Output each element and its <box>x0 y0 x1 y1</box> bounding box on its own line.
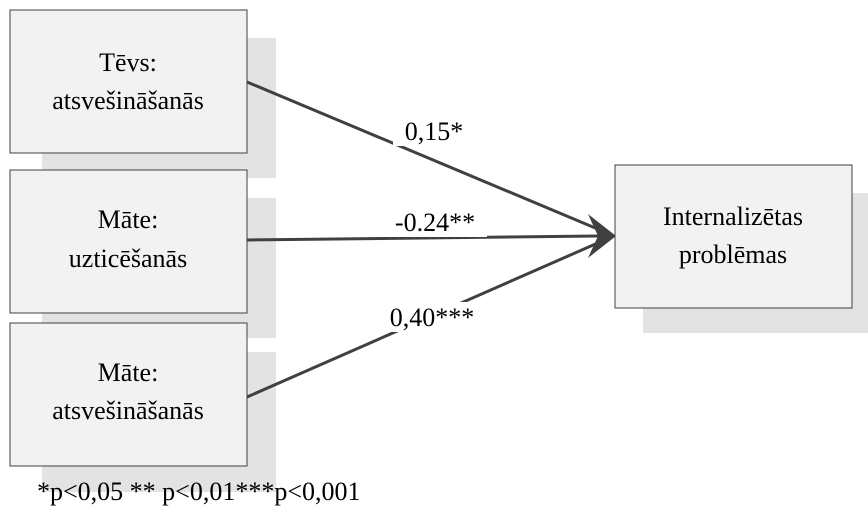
arrow-mother-trust <box>246 234 599 242</box>
significance-legend: *p<0,05 ** p<0,01***p<0,001 <box>37 477 361 506</box>
box-father-alienation <box>9 9 248 154</box>
box-outcome-line1: Internalizētas <box>663 202 803 231</box>
box-outcome <box>614 164 853 309</box>
box-father-alienation-line1: Tēvs: <box>99 48 157 77</box>
box-mother-alienation-line2: atsvešināšanās <box>52 396 204 425</box>
arrowhead-icon <box>588 214 616 258</box>
box-mother-alienation <box>9 322 248 467</box>
coef-bg-3 <box>377 302 487 332</box>
arrow-father-alienation <box>246 80 601 232</box>
coef-bg-1 <box>393 116 475 146</box>
coef-bg-2 <box>383 207 487 237</box>
box-mother-trust-line1: Māte: <box>98 205 159 234</box>
box-mother-trust-line2: uzticēšanās <box>69 244 187 273</box>
coefficient-father-alienation: 0,15* <box>405 117 464 146</box>
coefficient-mother-trust: -0.24** <box>395 208 475 237</box>
box-mother-trust <box>9 169 248 314</box>
coefficient-mother-alienation: 0,40*** <box>390 303 475 332</box>
box-mother-alienation-line1: Māte: <box>98 358 159 387</box>
box-father-alienation-line2: atsvešināšanās <box>52 86 204 115</box>
box-outcome-line2: problēmas <box>679 240 787 269</box>
